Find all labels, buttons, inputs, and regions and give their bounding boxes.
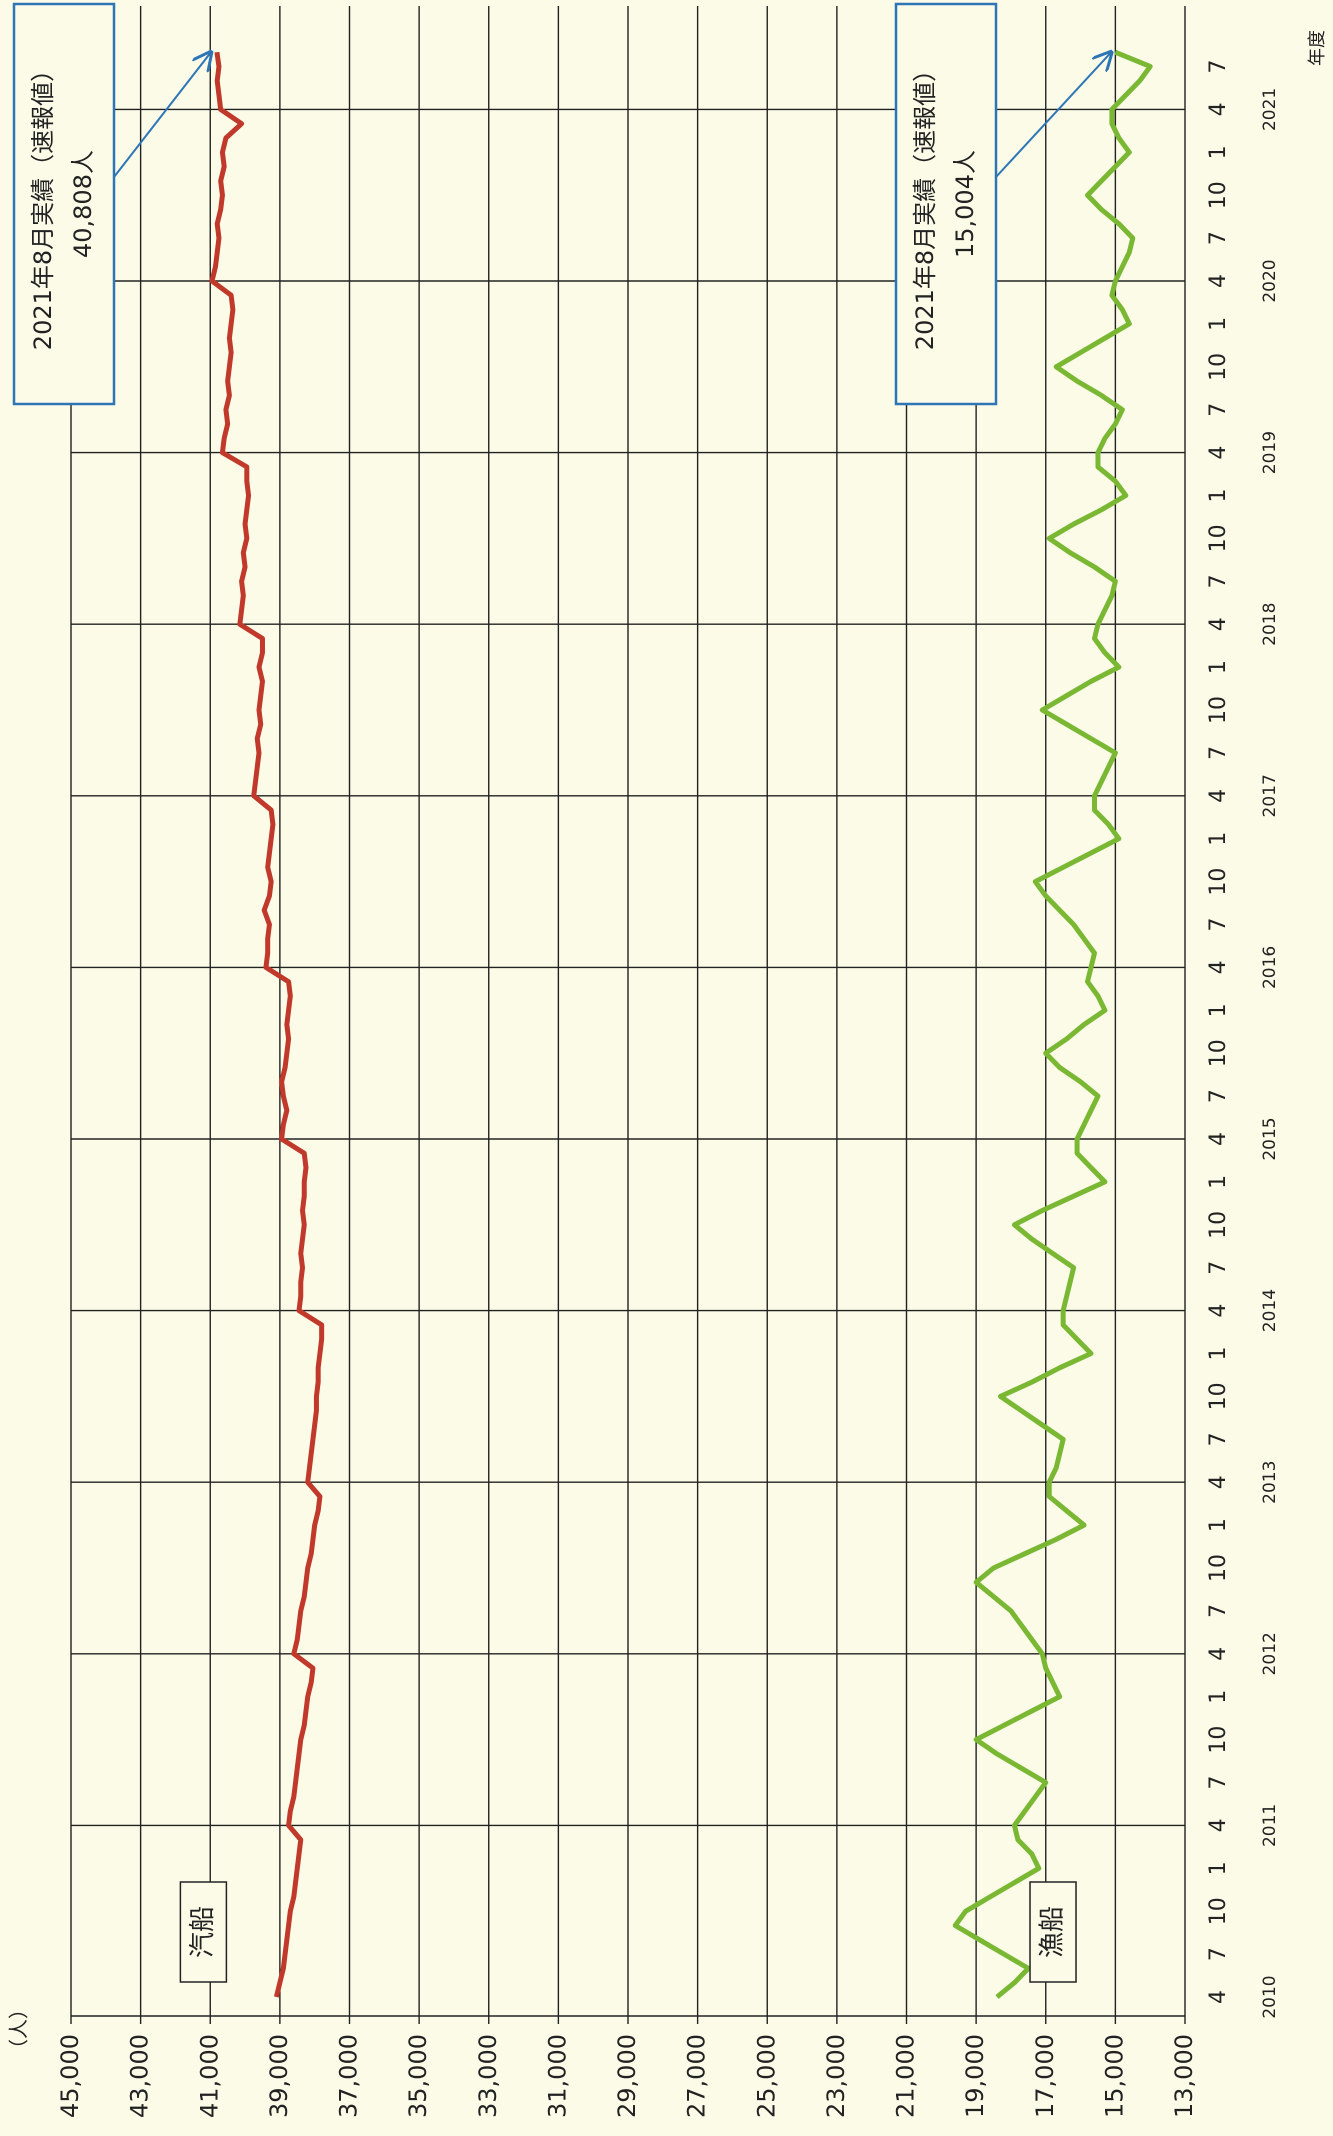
y-tick-label: 15,000 (1100, 2034, 1128, 2118)
annotation-arrow (995, 52, 1111, 178)
x-tick-label: 10 (1206, 868, 1231, 896)
x-tick-label: 10 (1206, 353, 1231, 381)
x-tick-label: 7 (1206, 231, 1231, 245)
y-tick-label: 13,000 (1170, 2034, 1198, 2118)
x-tick-label: 4 (1206, 1818, 1231, 1832)
x-tick-label: 7 (1206, 1432, 1231, 1446)
x-tick-label: 10 (1206, 1382, 1231, 1410)
y-tick-label: 29,000 (613, 2034, 641, 2118)
annotation-text: 2021年8月実績（速報値） (911, 58, 939, 350)
year-label: 2018 (1260, 603, 1280, 646)
x-tick-label: 1 (1206, 1175, 1231, 1189)
x-tick-label: 4 (1206, 1132, 1231, 1146)
series-line (209, 51, 325, 1998)
x-tick-label: 4 (1206, 789, 1231, 803)
y-unit-label: （人） (7, 1999, 31, 2059)
year-label: 2012 (1260, 1632, 1280, 1675)
legend-box (1029, 1881, 1077, 1983)
y-tick-label: 41,000 (195, 2034, 223, 2118)
x-tick-label: 4 (1206, 1304, 1231, 1318)
y-tick-label: 35,000 (404, 2034, 432, 2118)
x-tick-label: 4 (1206, 1647, 1231, 1661)
x-tick-label: 4 (1206, 446, 1231, 460)
x-tick-label: 7 (1206, 1776, 1231, 1790)
y-tick-label: 23,000 (822, 2034, 850, 2118)
legend-label: 漁船 (1038, 1906, 1068, 1958)
annotation-text: 15,004人 (951, 150, 979, 258)
year-label: 2010 (1260, 1975, 1280, 2018)
x-tick-label: 7 (1206, 1261, 1231, 1275)
x-tick-label: 10 (1206, 1211, 1231, 1239)
y-tick-label: 21,000 (892, 2034, 920, 2118)
y-tick-label: 37,000 (335, 2034, 363, 2118)
series-line (952, 49, 1153, 1999)
x-tick-label: 4 (1206, 617, 1231, 631)
y-tick-label: 33,000 (474, 2034, 502, 2118)
rotated-chart: （人） 年度 13,000 15,000 17,000 19,000 21,000 23,… (7, 2, 1328, 2118)
year-label: 2014 (1260, 1289, 1280, 1332)
x-tick-label: 10 (1206, 1897, 1231, 1925)
y-tick-label: 43,000 (126, 2034, 154, 2118)
x-tick-label: 7 (1206, 574, 1231, 588)
x-tick-label: 10 (1206, 181, 1231, 209)
x-tick-label: 7 (1206, 403, 1231, 417)
annotation-arrow (113, 52, 211, 178)
year-label: 2021 (1260, 88, 1280, 131)
x-tick-label: 7 (1206, 1604, 1231, 1618)
y-tick-label: 27,000 (683, 2034, 711, 2118)
annotation-text: 40,808人 (69, 150, 97, 258)
y-tick-label: 31,000 (543, 2034, 571, 2118)
y-tick-label: 45,000 (56, 2034, 84, 2118)
annotation-box (894, 2, 998, 406)
x-tick-label: 1 (1206, 317, 1231, 331)
x-tick-label: 4 (1206, 274, 1231, 288)
x-tick-label: 1 (1206, 1518, 1231, 1532)
x-tick-label: 1 (1206, 145, 1231, 159)
y-tick-label: 25,000 (752, 2034, 780, 2118)
y-tick-label: 19,000 (961, 2034, 989, 2118)
legend-label: 汽船 (188, 1906, 218, 1958)
x-tick-label: 10 (1206, 1039, 1231, 1067)
year-label: 2016 (1260, 946, 1280, 989)
year-label: 2017 (1260, 774, 1280, 817)
annotation-box (12, 2, 116, 406)
legend-box (179, 1881, 228, 1983)
x-tick-label: 4 (1206, 102, 1231, 116)
y-tick-label: 17,000 (1031, 2034, 1059, 2118)
x-tick-label: 7 (1206, 746, 1231, 760)
x-tick-label: 1 (1206, 1690, 1231, 1704)
x-axis-label: 年度 (1307, 30, 1328, 66)
x-tick-label: 1 (1206, 660, 1231, 674)
x-tick-label: 1 (1206, 832, 1231, 846)
x-tick-label: 7 (1206, 918, 1231, 932)
x-tick-label: 1 (1206, 489, 1231, 503)
year-label: 2020 (1260, 259, 1280, 302)
year-label: 2019 (1260, 431, 1280, 474)
x-tick-label: 10 (1206, 1726, 1231, 1754)
x-tick-label: 7 (1206, 1089, 1231, 1103)
annotation-text: 2021年8月実績（速報値） (29, 58, 57, 350)
x-tick-label: 10 (1206, 524, 1231, 552)
x-tick-label: 4 (1206, 1990, 1231, 2004)
year-label: 2015 (1260, 1117, 1280, 1160)
x-tick-label: 1 (1206, 1861, 1231, 1875)
x-tick-label: 1 (1206, 1003, 1231, 1017)
x-tick-label: 7 (1206, 60, 1231, 74)
x-tick-label: 10 (1206, 1554, 1231, 1582)
x-tick-label: 10 (1206, 696, 1231, 724)
year-label: 2011 (1260, 1804, 1280, 1847)
x-tick-label: 4 (1206, 1475, 1231, 1489)
x-tick-label: 4 (1206, 960, 1231, 974)
y-tick-label: 39,000 (265, 2034, 293, 2118)
year-label: 2013 (1260, 1461, 1280, 1504)
x-tick-label: 7 (1206, 1947, 1231, 1961)
x-tick-label: 1 (1206, 1347, 1231, 1361)
